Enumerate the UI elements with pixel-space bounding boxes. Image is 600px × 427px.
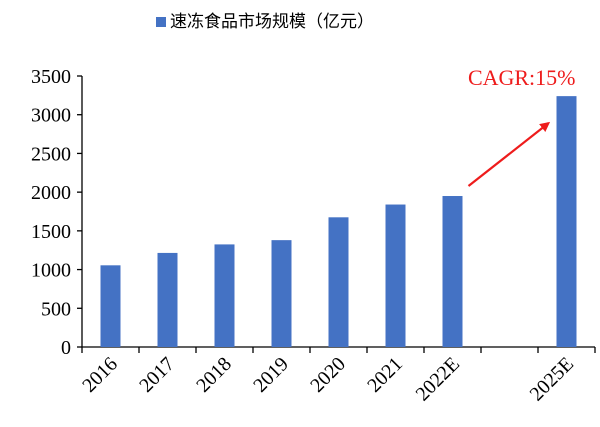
y-axis: 0 500 1000 1500 2000 2500 3000 3500 <box>31 66 83 359</box>
x-tick-label: 2018 <box>192 353 236 397</box>
x-tick-label: 2019 <box>249 353 293 397</box>
y-tick-label: 2000 <box>31 182 71 204</box>
bar-2022E <box>442 196 463 347</box>
y-tick-label: 3500 <box>31 66 71 88</box>
cagr-annotation: CAGR:15% <box>467 65 576 187</box>
x-tick-label: 2025E <box>526 353 578 405</box>
y-tick-label: 1000 <box>31 260 71 282</box>
legend: 速冻食品市场规模（亿元） <box>156 12 374 31</box>
y-tick-label: 500 <box>41 298 71 320</box>
x-tick-label: 2017 <box>135 353 179 397</box>
bar-2017 <box>157 252 178 347</box>
cagr-arrow <box>467 121 551 187</box>
y-tick-label: 2500 <box>31 143 71 165</box>
y-tick-label: 3000 <box>31 105 71 127</box>
x-tick-label: 2022E <box>412 353 464 405</box>
y-tick-label: 1500 <box>31 221 71 243</box>
bars <box>100 96 577 347</box>
bar-2020 <box>328 217 349 347</box>
legend-label: 速冻食品市场规模（亿元） <box>170 12 374 31</box>
bar-2016 <box>100 265 121 347</box>
x-tick-label: 2020 <box>306 353 350 397</box>
bar-2025E <box>556 96 577 347</box>
x-tick-label: 2021 <box>363 353 407 397</box>
bar-2018 <box>214 244 235 347</box>
bar-2019 <box>271 240 292 347</box>
bar-2021 <box>385 204 406 347</box>
x-axis: 2016 2017 2018 2019 2020 2021 2022E 2025E <box>78 346 596 405</box>
legend-swatch <box>156 17 166 27</box>
cagr-label: CAGR:15% <box>468 65 576 90</box>
x-tick-label: 2016 <box>78 353 122 397</box>
y-tick-label: 0 <box>61 337 71 359</box>
